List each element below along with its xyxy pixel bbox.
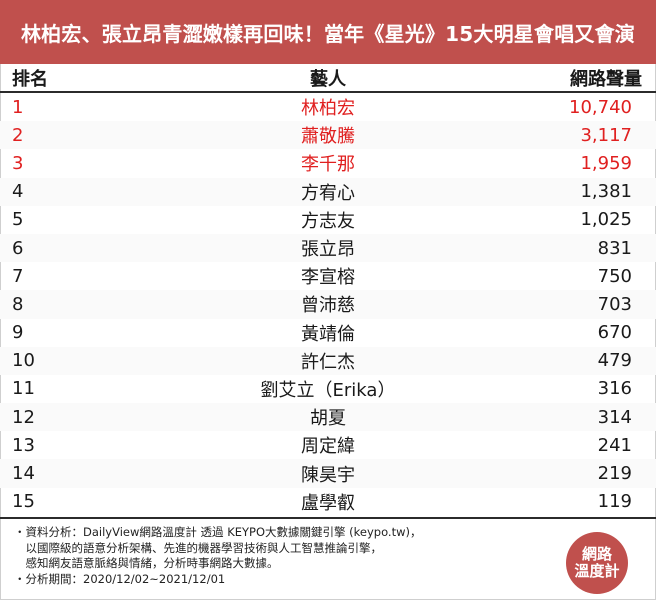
table-row: 1 林柏宏 10,740 — [0, 93, 656, 121]
table-row: 6 張立昂 831 — [0, 233, 656, 263]
volume-cell: 10,740 — [569, 96, 632, 118]
artist-cell: 黃靖倫 — [301, 323, 355, 345]
footnote-line: 以國際級的語意分析架構、先進的機器學習技術與人工智慧推論引擎， — [14, 540, 382, 555]
table-row: 14 陳昊宇 219 — [0, 459, 656, 488]
artist-cell: 許仁杰 — [301, 351, 355, 373]
artist-cell: 林柏宏 — [301, 98, 355, 120]
artist-cell: 陳昊宇 — [301, 464, 355, 486]
volume-cell: 241 — [597, 434, 632, 456]
artist-cell: 方志友 — [301, 210, 355, 232]
artist-cell: 曾沛慈 — [301, 295, 355, 317]
artist-cell: 李千那 — [301, 154, 355, 176]
table-row: 7 李宣榕 750 — [0, 262, 656, 290]
rank-cell: 11 — [12, 378, 35, 400]
volume-cell: 314 — [597, 406, 632, 428]
artist-cell: 盧學叡 — [301, 492, 355, 514]
artist-cell: 張立昂 — [301, 239, 355, 261]
volume-cell: 3,117 — [580, 124, 632, 146]
header-rank: 排名 — [12, 68, 48, 90]
dailyview-logo: 網路 溫度計 — [566, 532, 628, 594]
volume-cell: 119 — [597, 491, 632, 513]
artist-cell: 劉艾立（Erika） — [260, 379, 396, 401]
volume-cell: 1,381 — [580, 181, 632, 203]
volume-cell: 479 — [597, 350, 632, 372]
rank-cell: 2 — [12, 124, 24, 146]
rank-cell: 10 — [12, 350, 35, 372]
rank-cell: 12 — [12, 406, 35, 428]
table-row: 11 劉艾立（Erika） 316 — [0, 375, 656, 403]
logo-text-line1: 網路 — [581, 545, 612, 563]
volume-cell: 219 — [597, 463, 632, 485]
table-row: 12 胡夏 314 — [0, 403, 656, 432]
volume-cell: 750 — [597, 265, 632, 287]
table-row: 9 黃靖倫 670 — [0, 319, 656, 347]
table-row: 15 盧學叡 119 — [0, 488, 656, 516]
artist-cell: 方宥心 — [301, 182, 355, 204]
table-row: 10 許仁杰 479 — [0, 346, 656, 375]
rank-cell: 15 — [12, 491, 35, 513]
table-row: 2 蕭敬騰 3,117 — [0, 121, 656, 150]
rank-cell: 4 — [12, 181, 24, 203]
rank-cell: 14 — [12, 463, 35, 485]
rank-cell: 8 — [12, 293, 24, 315]
header-volume: 網路聲量 — [570, 68, 642, 90]
artist-cell: 蕭敬騰 — [301, 126, 355, 148]
rank-cell: 5 — [12, 209, 24, 231]
volume-cell: 670 — [597, 322, 632, 344]
rank-cell: 9 — [12, 322, 24, 344]
artist-cell: 周定緯 — [301, 436, 355, 458]
rank-cell: 1 — [12, 96, 24, 118]
volume-cell: 1,959 — [580, 152, 632, 174]
rank-cell: 6 — [12, 237, 24, 259]
table-header-row: 排名 藝人 網路聲量 — [0, 64, 656, 93]
ranking-table: 排名 藝人 網路聲量 1 林柏宏 10,740 2 蕭敬騰 3,117 3 李千那 1,959 4… — [0, 64, 656, 516]
rank-cell: 7 — [12, 265, 24, 287]
volume-cell: 703 — [597, 293, 632, 315]
table-row: 5 方志友 1,025 — [0, 206, 656, 234]
page-title: 林柏宏、張立昂青澀嫩樣再回味！當年《星光》15大明星會唱又會演 — [0, 0, 656, 64]
artist-cell: 胡夏 — [310, 408, 346, 430]
rank-cell: 3 — [12, 152, 24, 174]
footnotes: ・資料分析：DailyView網路溫度計 透過 KEYPO大數據關鍵引擎 (ke… — [14, 525, 534, 587]
header-artist: 藝人 — [310, 68, 346, 90]
logo-text-line2: 溫度計 — [574, 562, 620, 580]
footnote-line: 感知網友語意脈絡與情緒，分析時事網路大數據。 — [14, 556, 279, 570]
table-row: 13 周定緯 241 — [0, 431, 656, 459]
volume-cell: 316 — [597, 378, 632, 400]
footnote-line: ・分析期間：2020/12/02~2021/12/01 — [14, 571, 226, 586]
artist-cell: 李宣榕 — [301, 267, 355, 289]
table-row: 3 李千那 1,959 — [0, 149, 656, 177]
table-row: 8 曾沛慈 703 — [0, 290, 656, 319]
volume-cell: 831 — [597, 237, 632, 259]
table-row: 4 方宥心 1,381 — [0, 177, 656, 206]
footer-divider — [0, 517, 656, 519]
volume-cell: 1,025 — [580, 209, 632, 231]
footnote-line: ・資料分析：DailyView網路溫度計 透過 KEYPO大數據關鍵引擎 (ke… — [14, 525, 422, 539]
rank-cell: 13 — [12, 434, 35, 456]
